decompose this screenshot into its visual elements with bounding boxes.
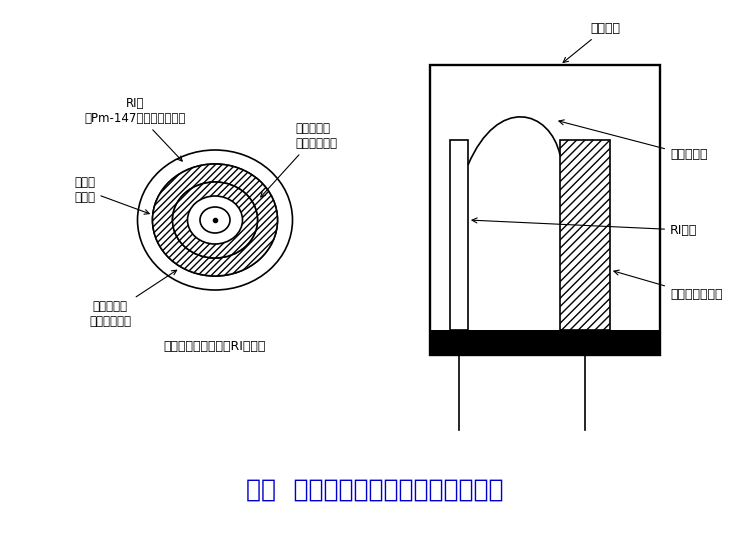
Ellipse shape	[152, 164, 278, 276]
Bar	[430, 65, 660, 355]
Text: 図３  蛍光灯用グロースタータの構成: 図３ 蛍光灯用グロースタータの構成	[246, 478, 504, 502]
Bar	[430, 330, 660, 355]
Text: RI層
（Pm-147，ニッケル膜）: RI層 （Pm-147，ニッケル膜）	[84, 97, 186, 161]
Text: 鉄ニッケル電極: 鉄ニッケル電極	[614, 270, 722, 301]
Text: 上層コート
（ニッケル）: 上層コート （ニッケル）	[261, 122, 337, 197]
Bar	[560, 140, 610, 330]
Ellipse shape	[172, 182, 257, 258]
Text: バイメタル: バイメタル	[559, 120, 707, 162]
Ellipse shape	[188, 196, 242, 244]
Text: 基礎層
（鉄）: 基礎層 （鉄）	[74, 176, 149, 214]
Ellipse shape	[172, 182, 257, 258]
Text: ガラス管: ガラス管	[563, 22, 620, 63]
Text: 下層コート
（ニッケル）: 下層コート （ニッケル）	[89, 270, 177, 328]
Text: RI電極: RI電極	[472, 218, 698, 236]
Text: （グロースターターRI電極）: （グロースターターRI電極）	[164, 340, 266, 353]
Bar	[450, 140, 468, 330]
